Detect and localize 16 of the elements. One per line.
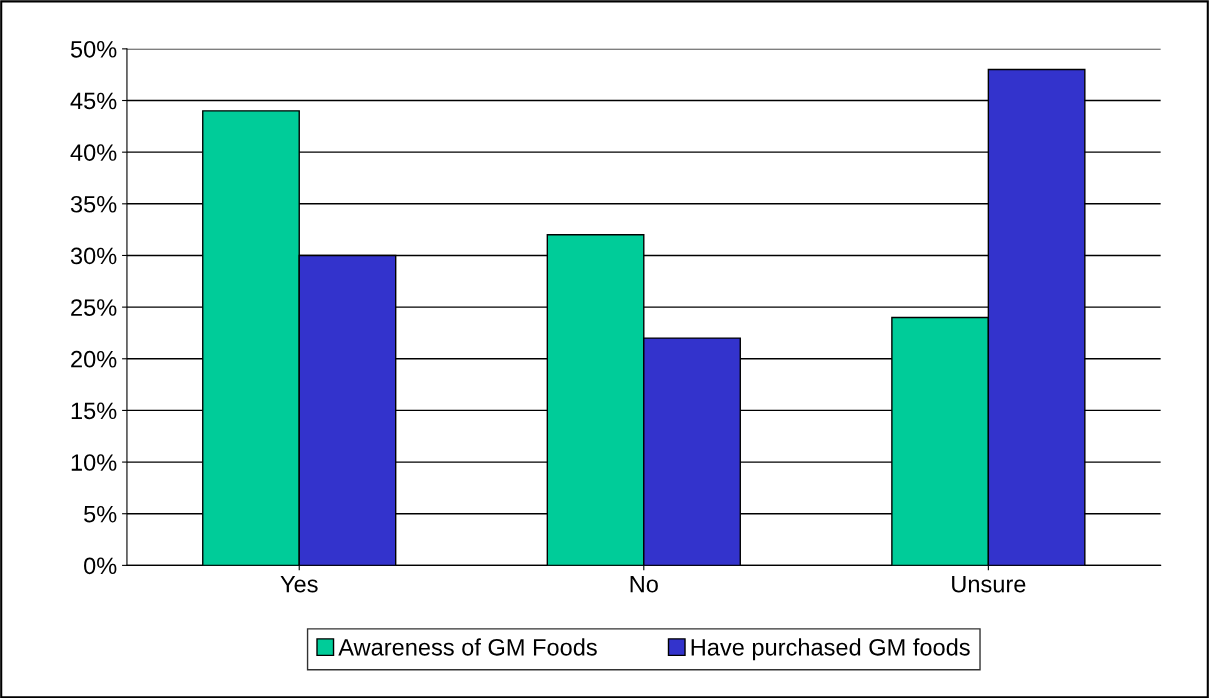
x-tick-label: No — [630, 575, 658, 593]
y-tick-label: 5% — [84, 505, 117, 523]
legend-label: Have purchased GM foods — [691, 638, 970, 661]
y-tick-label: 30% — [70, 247, 117, 265]
y-tick-label: 15% — [71, 402, 117, 420]
legend-label: Awareness of GM Foods — [338, 638, 597, 656]
y-tick-label: 0% — [84, 557, 117, 575]
x-tick-label: Unsure — [952, 575, 1026, 593]
y-tick-label: 50% — [70, 40, 117, 58]
x-tick-label: Yes — [280, 575, 318, 593]
y-tick-label: 25% — [71, 299, 117, 316]
y-tick-label: 35% — [70, 195, 117, 213]
y-tick-label: 20% — [71, 350, 117, 368]
y-tick-label: 40% — [70, 144, 117, 161]
y-tick-label: 10% — [71, 454, 117, 471]
y-tick-label: 45% — [70, 92, 117, 110]
